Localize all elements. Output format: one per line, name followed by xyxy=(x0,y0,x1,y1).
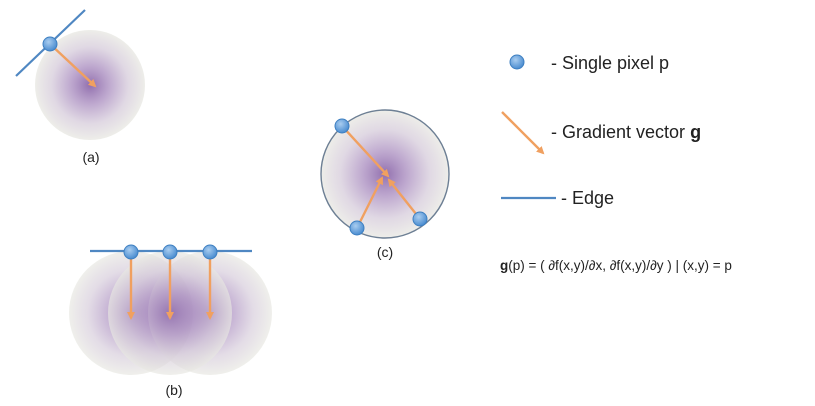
pixel-b3 xyxy=(202,244,218,260)
pixel-c2 xyxy=(349,220,365,236)
gradient-arrow-c1 xyxy=(341,125,390,178)
gradient-arrow-c2 xyxy=(355,176,384,229)
panel-a: (a) xyxy=(15,9,145,165)
pixel-c1 xyxy=(334,118,350,134)
gradient-arrow-icon xyxy=(501,111,545,155)
legend-gradient-text: - Gradient vector xyxy=(551,122,690,142)
legend-gradient-label: - Gradient vector g xyxy=(551,122,701,142)
legend-gradient-g: g xyxy=(690,122,701,142)
pixel-c3 xyxy=(412,211,428,227)
gradient-arrow-a xyxy=(49,43,97,88)
pixel-b2 xyxy=(162,244,178,260)
gradient-arrow-c3 xyxy=(387,178,421,220)
panel-a-label: (a) xyxy=(82,149,99,165)
formula-body: (p) = ( ∂f(x,y)/∂x, ∂f(x,y)/∂y ) | (x,y)… xyxy=(508,258,732,273)
legend: - Single pixel p - Gradient vector g - E… xyxy=(500,53,732,273)
panel-b: (b) xyxy=(69,244,272,398)
formula-g: g xyxy=(500,258,508,273)
legend-edge-label: - Edge xyxy=(561,188,614,208)
pixel-a xyxy=(42,36,58,52)
pixel-b1 xyxy=(123,244,139,260)
pixel-dot-icon xyxy=(509,54,525,70)
panel-b-label: (b) xyxy=(165,382,182,398)
formula: g(p) = ( ∂f(x,y)/∂x, ∂f(x,y)/∂y ) | (x,y… xyxy=(500,258,732,273)
panel-c: (c) xyxy=(320,109,450,260)
legend-pixel-label: - Single pixel p xyxy=(551,53,669,73)
panel-c-label: (c) xyxy=(377,244,393,260)
